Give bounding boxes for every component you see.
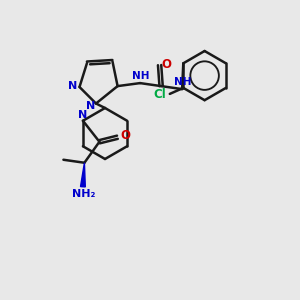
Text: O: O — [121, 129, 131, 142]
Text: NH₂: NH₂ — [72, 189, 95, 199]
Text: O: O — [161, 58, 171, 71]
Text: N: N — [68, 80, 77, 91]
Text: N: N — [86, 101, 95, 111]
Polygon shape — [80, 163, 85, 187]
Text: N: N — [78, 110, 88, 120]
Text: NH: NH — [174, 76, 191, 87]
Text: Cl: Cl — [154, 88, 167, 101]
Text: NH: NH — [132, 70, 149, 81]
